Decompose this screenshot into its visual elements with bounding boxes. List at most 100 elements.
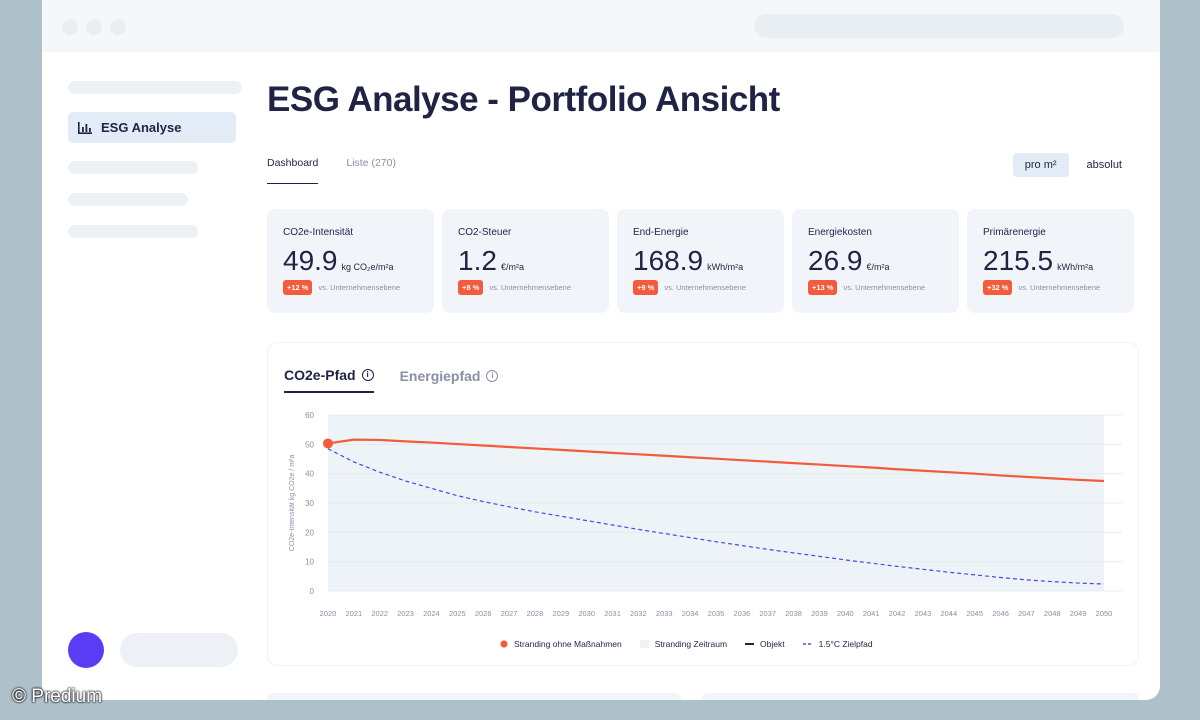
address-bar[interactable] (754, 14, 1124, 38)
kpi-card-energy-costs[interactable]: Energiekosten 26.9 €/m²a +13 % vs. Unterne… (792, 209, 959, 313)
x-tick-label: 2032 (630, 609, 647, 618)
x-tick-label: 2044 (940, 609, 957, 618)
x-tick-label: 2041 (863, 609, 880, 618)
browser-titlebar (42, 0, 1160, 52)
user-name-placeholder[interactable] (120, 633, 238, 667)
kpi-label: Primärenergie (983, 227, 1046, 238)
x-tick-label: 2037 (759, 609, 776, 618)
tab-energiepfad[interactable]: Energiepfad i (400, 367, 499, 393)
dash-marker-icon (802, 643, 813, 645)
y-tick-label: 0 (310, 587, 315, 596)
x-tick-label: 2048 (1044, 609, 1061, 618)
legend-item[interactable]: Objekt (745, 639, 785, 649)
kpi-value: 168.9 (633, 245, 704, 276)
bar-chart-icon (78, 121, 92, 134)
tab-co2e-pfad[interactable]: CO2e-Pfad i (284, 367, 374, 393)
kpi-compare: vs. Unternehmensebene (489, 283, 572, 292)
x-tick-label: 2035 (708, 609, 725, 618)
sidebar-placeholder (68, 193, 188, 206)
kpi-unit: €/m²a (866, 262, 890, 272)
x-tick-label: 2034 (682, 609, 699, 618)
legend-label: Stranding ohne Maßnahmen (514, 639, 622, 649)
sidebar-placeholder (68, 225, 198, 238)
x-tick-label: 2047 (1018, 609, 1035, 618)
legend-label: Stranding Zeitraum (654, 639, 728, 649)
kpi-compare: vs. Unternehmensebene (843, 283, 926, 292)
view-tabs: Dashboard Liste (270) (267, 157, 396, 184)
legend-item[interactable]: Stranding ohne Maßnahmen (500, 639, 622, 649)
unit-toggle: pro m² absolut (1012, 153, 1134, 177)
watermark: © Predium (12, 686, 103, 707)
kpi-cards: CO2e-Intensität 49.9 kg CO₂e/m²a +12 % vs.… (267, 209, 1134, 313)
card-placeholder (267, 693, 681, 700)
x-tick-label: 2021 (346, 609, 363, 618)
window-maximize-dot[interactable] (110, 19, 126, 35)
tab-liste[interactable]: Liste (270) (346, 157, 396, 169)
y-tick-label: 10 (305, 558, 314, 567)
tab-dashboard[interactable]: Dashboard (267, 157, 319, 184)
stranding-line (327, 438, 1105, 483)
kpi-card-co2-tax[interactable]: CO2-Steuer 1.2 €/m²a +8 % vs. Unternehmens… (442, 209, 609, 313)
y-tick-label: 20 (305, 528, 314, 537)
chart-card: CO2e-Pfad i Energiepfad i 0 10 20 30 40 50 60 2… (267, 342, 1139, 666)
current-value-point (323, 438, 333, 449)
x-tick-label: 2029 (552, 609, 569, 618)
sidebar-item-label: ESG Analyse (101, 120, 182, 135)
change-badge: +13 % (808, 280, 838, 295)
x-tick-label: 2039 (811, 609, 828, 618)
x-tick-label: 2038 (785, 609, 802, 618)
avatar[interactable] (68, 632, 104, 668)
x-tick-label: 2050 (1096, 609, 1113, 618)
kpi-card-primary-energy[interactable]: Primärenergie 215.5 kWh/m²a +32 % vs. Unte… (967, 209, 1134, 313)
chart-tab-label: CO2e-Pfad (284, 367, 356, 383)
target-path-line (327, 448, 1105, 585)
x-tick-label: 2026 (475, 609, 492, 618)
kpi-label: End-Energie (633, 227, 689, 238)
y-tick-label: 60 (305, 411, 314, 420)
kpi-value: 215.5 (983, 245, 1054, 276)
x-tick-label: 2030 (578, 609, 595, 618)
unit-absolute-button[interactable]: absolut (1086, 159, 1122, 171)
y-tick-label: 40 (305, 470, 314, 479)
window-minimize-dot[interactable] (86, 19, 102, 35)
legend-item[interactable]: Stranding Zeitraum (639, 639, 728, 649)
x-tick-label: 2040 (837, 609, 854, 618)
kpi-unit: kWh/m²a (1057, 262, 1094, 272)
line-marker-icon (745, 643, 755, 645)
y-tick-label: 50 (305, 440, 314, 449)
legend-item[interactable]: 1.5°C Zielpfad (802, 639, 873, 649)
app-window: ESG Analyse ESG Analyse - Portfolio Ansi… (42, 0, 1160, 700)
x-tick-label: 2020 (320, 609, 337, 618)
y-axis-label: CO2e-Intensität kg CO2e / m²a (289, 455, 296, 552)
x-tick-label: 2046 (992, 609, 1009, 618)
chart-tabs: CO2e-Pfad i Energiepfad i (284, 367, 499, 393)
x-tick-label: 2036 (734, 609, 751, 618)
x-tick-label: 2045 (966, 609, 983, 618)
chart-tab-label: Energiepfad (399, 368, 481, 384)
kpi-value: 1.2 (458, 245, 497, 276)
unit-per-m2-button[interactable]: pro m² (1012, 153, 1069, 177)
card-placeholder (702, 693, 1139, 700)
x-tick-label: 2033 (656, 609, 673, 618)
y-tick-label: 30 (305, 499, 314, 508)
sidebar-item-esg-analyse[interactable]: ESG Analyse (68, 112, 236, 143)
kpi-card-end-energy[interactable]: End-Energie 168.9 kWh/m²a +9 % vs. Unterne… (617, 209, 784, 313)
legend-label: Objekt (760, 639, 785, 649)
kpi-label: CO2e-Intensität (283, 227, 354, 238)
kpi-unit: €/m²a (500, 262, 524, 272)
box-marker-icon (639, 640, 649, 648)
x-tick-label: 2028 (527, 609, 544, 618)
sidebar-placeholder (68, 161, 198, 174)
info-icon[interactable]: i (486, 370, 499, 382)
chart-legend: Stranding ohne Maßnahmen Stranding Zeitr… (500, 639, 873, 649)
kpi-compare: vs. Unternehmensebene (664, 283, 747, 292)
kpi-value: 49.9 (283, 245, 338, 276)
info-icon[interactable]: i (361, 369, 374, 381)
x-tick-label: 2022 (371, 609, 388, 618)
kpi-card-co2e-intensity[interactable]: CO2e-Intensität 49.9 kg CO₂e/m²a +12 % vs.… (267, 209, 434, 313)
kpi-label: Energiekosten (808, 227, 872, 238)
window-close-dot[interactable] (62, 19, 78, 35)
change-badge: +8 % (458, 280, 484, 295)
kpi-unit: kWh/m²a (707, 262, 744, 272)
kpi-compare: vs. Unternehmensebene (1018, 283, 1101, 292)
